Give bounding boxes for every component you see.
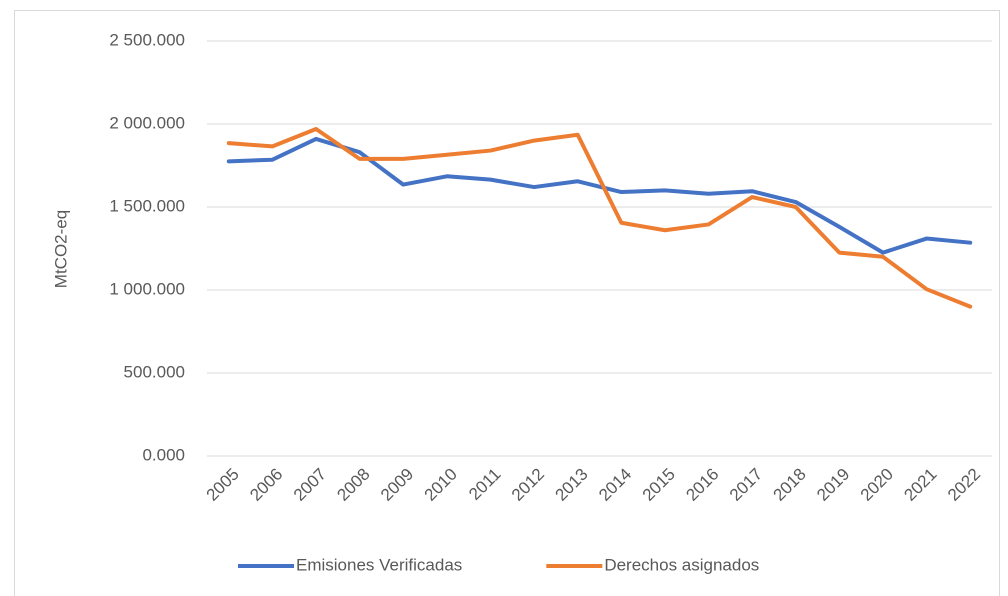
x-tick-label: 2008	[333, 465, 373, 505]
y-tick-label: 0.000	[142, 445, 185, 464]
x-tick-label: 2019	[813, 465, 853, 505]
legend-label: Emisiones Verificadas	[296, 555, 462, 574]
x-tick-label: 2022	[944, 465, 984, 505]
series-line	[226, 126, 973, 309]
legend-label: Derechos asignados	[604, 555, 759, 574]
x-tick-label: 2018	[770, 465, 810, 505]
x-tick-label: 2020	[857, 465, 897, 505]
x-tick-label: 2006	[246, 465, 286, 505]
x-tick-label: 2005	[203, 465, 243, 505]
chart-border	[14, 10, 1000, 596]
x-tick-label: 2015	[639, 465, 679, 505]
x-tick-label: 2014	[595, 465, 635, 505]
x-tick-label: 2010	[421, 465, 461, 505]
x-tick-label: 2016	[682, 465, 722, 505]
x-tick-label: 2013	[552, 465, 592, 505]
y-tick-label: 500.000	[124, 362, 185, 381]
y-tick-label: 1 000.000	[109, 279, 185, 298]
series-line	[226, 136, 973, 255]
y-tick-label: 1 500.000	[109, 196, 185, 215]
x-tick-label: 2017	[726, 465, 766, 505]
x-tick-label: 2007	[290, 465, 330, 505]
y-tick-label: 2 000.000	[109, 113, 185, 132]
x-tick-label: 2009	[377, 465, 417, 505]
x-tick-label: 2012	[508, 465, 548, 505]
x-tick-label: 2011	[465, 465, 504, 504]
x-tick-label: 2021	[900, 465, 940, 505]
y-axis-label: MtCO2-eq	[51, 210, 70, 288]
y-tick-label: 2 500.000	[109, 30, 185, 49]
